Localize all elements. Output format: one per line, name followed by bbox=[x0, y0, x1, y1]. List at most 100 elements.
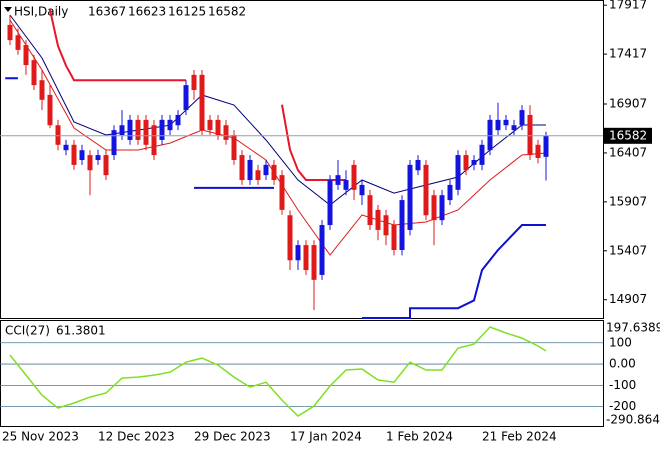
candle-body bbox=[503, 119, 509, 126]
candle-body bbox=[151, 125, 157, 156]
menu-icon[interactable] bbox=[4, 7, 12, 12]
candle-body bbox=[271, 164, 277, 181]
candle-body bbox=[391, 225, 397, 250]
candle-body bbox=[23, 45, 29, 66]
ohlc-close: 16582 bbox=[208, 5, 246, 19]
symbol-title: HSI,Daily bbox=[14, 5, 68, 19]
candle-body bbox=[231, 135, 237, 160]
candle-body bbox=[535, 144, 541, 159]
candle-body bbox=[367, 195, 373, 226]
candle-body bbox=[527, 114, 533, 156]
y-tick-label: 16907 bbox=[609, 97, 647, 111]
y-tick-label: 16407 bbox=[609, 145, 647, 159]
candle-body bbox=[319, 225, 325, 275]
candle-body bbox=[47, 94, 53, 126]
y-tick-label: 0.00 bbox=[609, 357, 636, 371]
x-tick-label: 25 Nov 2023 bbox=[2, 430, 79, 444]
indicator-line bbox=[9, 19, 547, 256]
candle-body bbox=[359, 184, 365, 196]
candle-body bbox=[167, 119, 173, 131]
candle-body bbox=[303, 245, 309, 271]
candle-body bbox=[383, 215, 389, 236]
candle-body bbox=[375, 209, 381, 230]
y-tick-label: 17417 bbox=[609, 47, 647, 61]
candle-body bbox=[279, 175, 285, 210]
candle-body bbox=[255, 170, 261, 181]
y-tick-label: 15907 bbox=[609, 194, 647, 208]
candle-body bbox=[447, 184, 453, 201]
candle-body bbox=[263, 164, 269, 176]
candle-body bbox=[239, 155, 245, 181]
ohlc-open: 16367 bbox=[88, 5, 126, 19]
candle-body bbox=[191, 74, 197, 91]
y-tick-label: 100 bbox=[609, 335, 632, 349]
candle-body bbox=[407, 164, 413, 230]
candle-body bbox=[399, 200, 405, 250]
candle-body bbox=[127, 119, 133, 140]
candle-body bbox=[119, 125, 125, 136]
x-tick-label: 12 Dec 2023 bbox=[98, 430, 175, 444]
candle-body bbox=[295, 245, 301, 261]
candle-body bbox=[431, 195, 437, 221]
y-tick-label: 17917 bbox=[609, 0, 647, 12]
candle-body bbox=[79, 150, 85, 160]
main-panel bbox=[0, 0, 604, 319]
x-tick-label: 1 Feb 2024 bbox=[386, 430, 453, 444]
ohlc-high: 16623 bbox=[128, 5, 166, 19]
candle-body bbox=[247, 159, 253, 181]
candle-body bbox=[463, 155, 469, 171]
candle-body bbox=[519, 110, 525, 126]
candle-body bbox=[7, 24, 13, 41]
candle-body bbox=[471, 159, 477, 165]
indicator-line bbox=[9, 14, 546, 206]
candle-body bbox=[487, 119, 493, 151]
indicator-line bbox=[5, 77, 546, 319]
x-tick-label: 17 Jan 2024 bbox=[290, 430, 362, 444]
candle-body bbox=[495, 119, 501, 131]
candle-body bbox=[31, 60, 37, 86]
candle-body bbox=[199, 74, 205, 131]
y-tick-label: 14907 bbox=[609, 292, 647, 306]
scale-end-label: -290.8643 bbox=[606, 413, 660, 427]
candle-body bbox=[439, 195, 445, 221]
candle-body bbox=[223, 125, 229, 140]
cci-value: 61.3801 bbox=[56, 324, 106, 338]
y-tick-label: -200 bbox=[609, 399, 636, 413]
candle-body bbox=[327, 180, 333, 226]
y-tick-label: -100 bbox=[609, 378, 636, 392]
candle-body bbox=[39, 80, 45, 100]
candle-body bbox=[95, 155, 101, 160]
candle-body bbox=[183, 85, 189, 111]
candle-body bbox=[71, 144, 77, 165]
candle-body bbox=[207, 119, 213, 131]
ohlc-low: 16125 bbox=[168, 5, 206, 19]
candle-body bbox=[143, 119, 149, 145]
x-tick-label: 29 Dec 2023 bbox=[194, 430, 271, 444]
candle-body bbox=[55, 125, 61, 145]
candle-body bbox=[175, 114, 181, 126]
candle-body bbox=[103, 155, 109, 176]
price-label: 16582 bbox=[609, 128, 647, 142]
candle-body bbox=[159, 119, 165, 140]
candle-body bbox=[351, 164, 357, 190]
candle-body bbox=[135, 119, 141, 140]
candle-body bbox=[543, 135, 549, 157]
candle-body bbox=[335, 175, 341, 185]
candle-body bbox=[15, 35, 21, 50]
candle-body bbox=[415, 159, 421, 171]
cci-panel bbox=[0, 320, 604, 427]
y-tick-label: 15407 bbox=[609, 243, 647, 257]
candle-body bbox=[311, 245, 317, 280]
cci-line bbox=[9, 326, 547, 417]
indicator-line bbox=[49, 9, 346, 181]
cci-title: CCI(27) bbox=[5, 324, 50, 338]
candle-body bbox=[287, 215, 293, 261]
candle-body bbox=[215, 119, 221, 136]
scale-end-label: 197.6389 bbox=[606, 321, 660, 335]
candle-body bbox=[63, 144, 69, 151]
candle-body bbox=[455, 155, 461, 190]
candle-body bbox=[511, 125, 517, 131]
candle-body bbox=[343, 180, 349, 190]
candle-body bbox=[111, 130, 117, 156]
